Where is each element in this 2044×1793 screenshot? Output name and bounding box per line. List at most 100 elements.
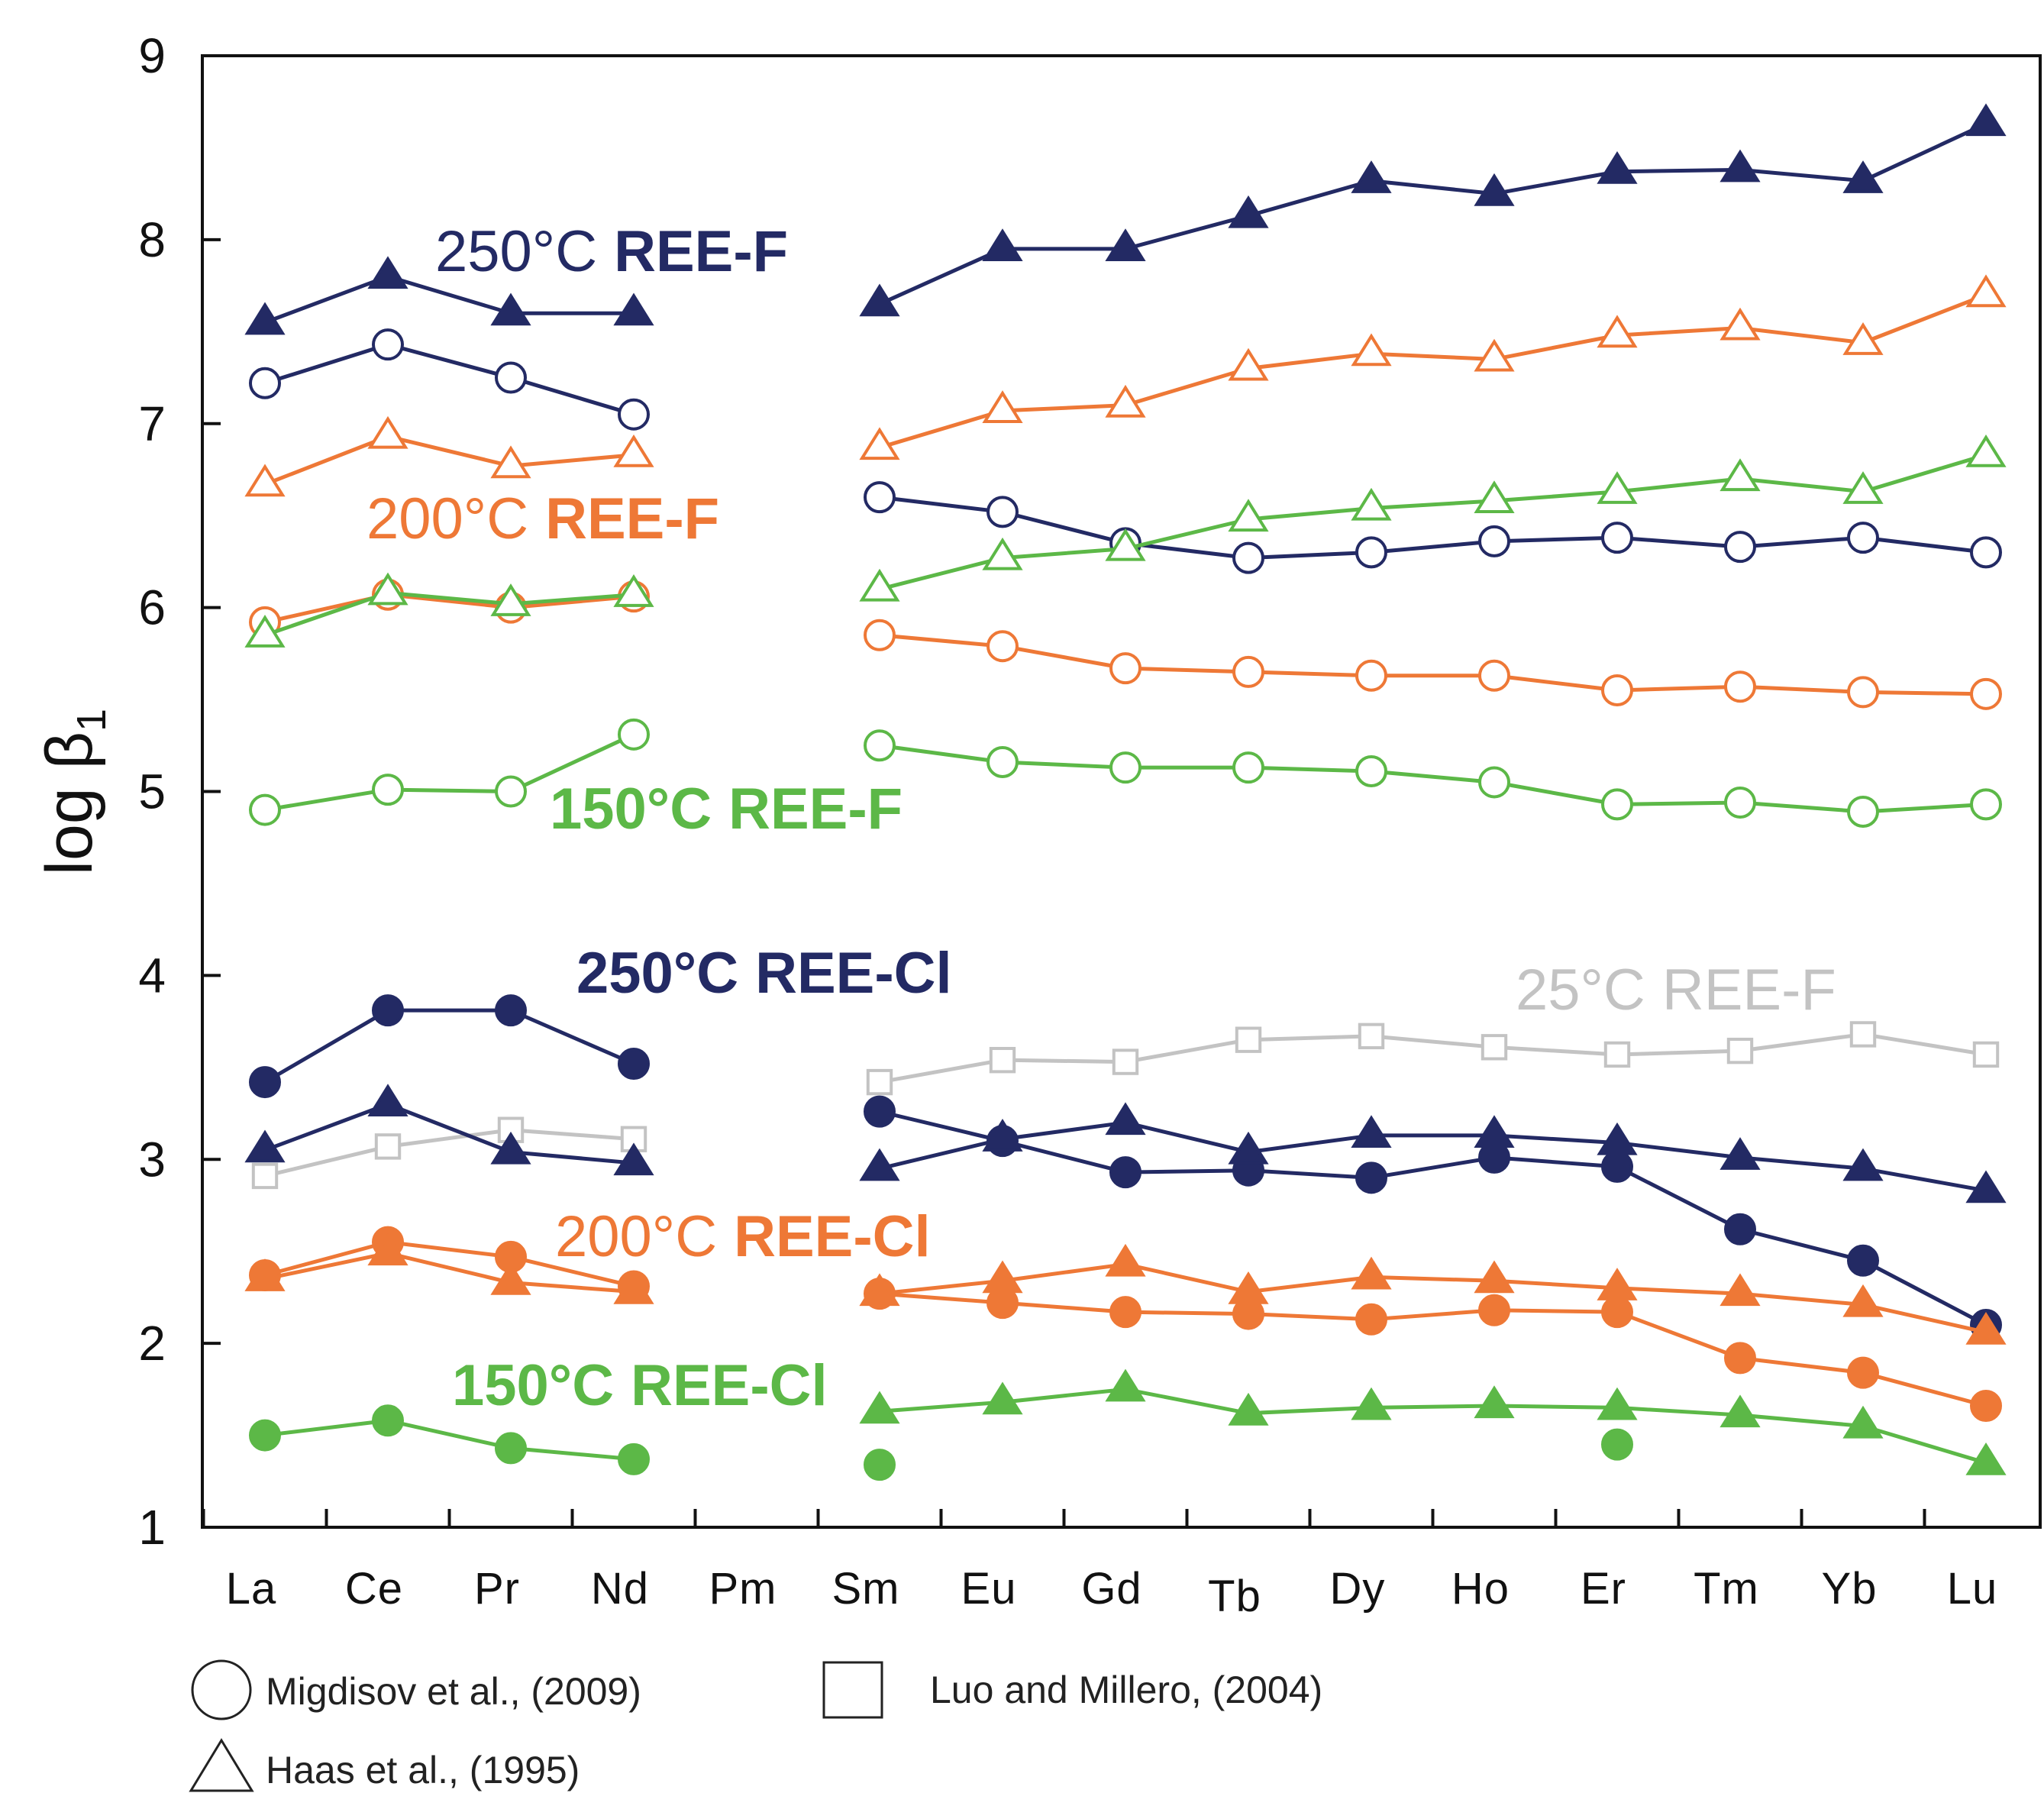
series-line <box>879 1120 1987 1193</box>
data-point <box>1597 1268 1638 1300</box>
data-point <box>244 1258 286 1291</box>
data-point <box>1228 347 1269 381</box>
data-point <box>1235 1026 1262 1053</box>
series-150c-circle-filled <box>864 1428 1633 1481</box>
data-point <box>864 729 896 762</box>
data-point <box>495 775 527 808</box>
series-line <box>879 633 1987 696</box>
data-point <box>982 1381 1023 1415</box>
data-point <box>1355 1161 1387 1194</box>
series-line <box>264 1251 635 1294</box>
data-point <box>1481 1034 1508 1061</box>
x-tick-label: Pm <box>709 1564 777 1614</box>
series-line <box>264 1128 635 1178</box>
series-annotation: 150°C REE-Cl <box>452 1353 828 1418</box>
x-tick-label: Ce <box>345 1564 403 1614</box>
data-point <box>1351 1115 1392 1148</box>
series-150c-circle-filled <box>249 1404 650 1475</box>
data-point <box>1726 1037 1754 1064</box>
series-line <box>263 1008 635 1084</box>
data-point <box>1719 1273 1761 1307</box>
data-point <box>1601 674 1633 707</box>
data-point <box>372 994 404 1027</box>
data-point <box>1965 274 2007 308</box>
data-point <box>1358 1022 1385 1050</box>
data-point <box>372 774 404 806</box>
y-tick-label: 8 <box>138 212 166 267</box>
data-point <box>1601 1428 1633 1461</box>
y-axis-label: log β1 <box>33 709 115 875</box>
data-point <box>859 427 900 460</box>
data-point <box>1970 1390 2002 1423</box>
series-line <box>264 593 635 625</box>
series-line <box>264 590 635 638</box>
data-point <box>367 415 408 449</box>
data-point <box>1601 1296 1633 1329</box>
data-point <box>859 1273 900 1307</box>
data-point <box>495 361 527 394</box>
legend-label: Haas et al., (1995) <box>266 1749 580 1791</box>
data-point <box>244 615 286 648</box>
data-point <box>613 574 654 607</box>
y-axis: 1 2 3 4 5 6 7 8 9 log β1 <box>33 28 221 1555</box>
data-point <box>1597 471 1638 504</box>
data-point <box>1719 307 1761 341</box>
x-tick-label: Gd <box>1081 1564 1141 1614</box>
series-25c-square-open <box>251 1021 2000 1190</box>
data-point <box>1719 1137 1761 1170</box>
data-point <box>1601 1150 1633 1183</box>
x-tick-label: Yb <box>1822 1564 1878 1614</box>
data-point <box>1474 1385 1515 1419</box>
data-point <box>1355 1303 1387 1336</box>
series-annotation: 200°C REE-Cl <box>555 1204 931 1269</box>
x-tick-label: Ho <box>1451 1564 1510 1614</box>
data-point <box>864 1449 896 1481</box>
series-layer <box>244 103 2007 1481</box>
data-point <box>490 292 531 326</box>
data-point <box>1109 751 1141 784</box>
data-point <box>1724 670 1756 703</box>
series-line <box>264 1240 635 1288</box>
data-point <box>1847 795 1879 828</box>
y-tick-label: 5 <box>138 764 166 819</box>
data-point <box>244 1129 286 1163</box>
data-point <box>1603 1041 1631 1068</box>
series-250c-triangle-filled <box>244 103 2007 335</box>
data-point <box>1724 1213 1756 1245</box>
data-point <box>1232 541 1264 574</box>
data-point <box>986 630 1019 663</box>
data-point <box>1105 384 1146 418</box>
data-point <box>1228 195 1269 228</box>
x-tick-label: Nd <box>591 1564 649 1614</box>
data-point <box>1847 1244 1879 1277</box>
data-point <box>982 537 1023 570</box>
series-line <box>878 121 1987 306</box>
data-point <box>982 390 1023 423</box>
data-point <box>1474 1115 1515 1148</box>
data-point <box>244 464 286 497</box>
data-point <box>613 434 654 467</box>
data-point <box>1228 499 1269 532</box>
data-point <box>1847 676 1879 709</box>
data-point <box>618 398 650 431</box>
series-line <box>879 1262 1987 1335</box>
data-point <box>864 619 896 651</box>
series-200c-circle-filled <box>249 1226 2002 1423</box>
series-line <box>879 1032 1987 1084</box>
data-point <box>374 1133 402 1160</box>
series-annotation: 25°C REE-F <box>1516 958 1836 1022</box>
data-point <box>251 1162 279 1190</box>
data-point <box>1601 522 1633 554</box>
data-point <box>1724 786 1756 819</box>
x-tick-label: La <box>226 1564 277 1614</box>
data-point <box>1970 536 2002 569</box>
data-point <box>1351 1387 1392 1420</box>
data-point <box>1474 1260 1515 1294</box>
data-point <box>367 1232 408 1266</box>
legend-square-marker <box>822 1661 883 1719</box>
data-point <box>1474 480 1515 513</box>
data-point <box>1351 160 1392 193</box>
data-point <box>1351 487 1392 521</box>
data-point <box>864 1095 896 1128</box>
